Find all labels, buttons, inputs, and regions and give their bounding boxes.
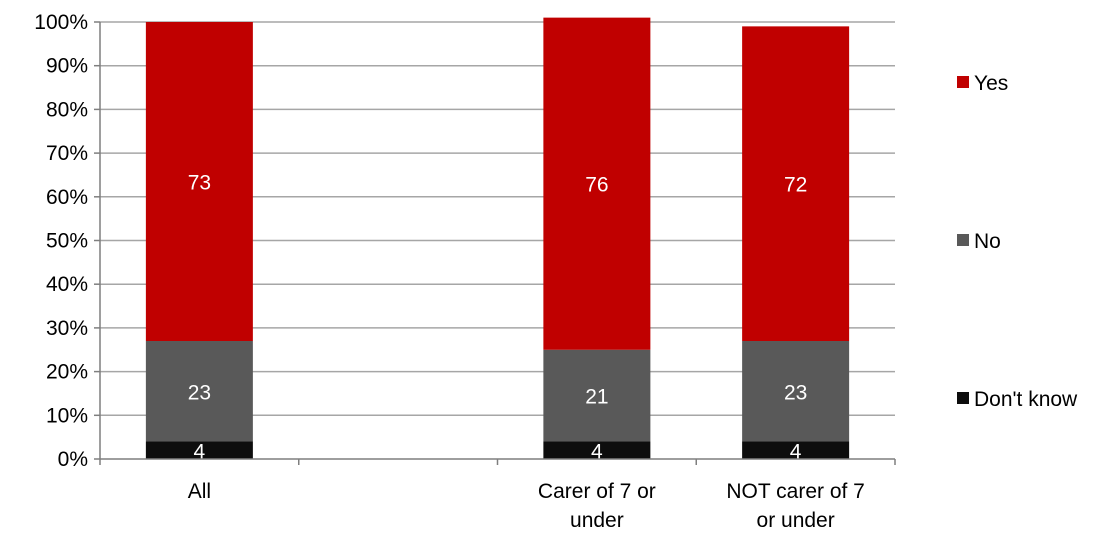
- bar-segment: [742, 26, 850, 342]
- bar-segment: [145, 341, 253, 442]
- data-label: 4: [591, 440, 603, 463]
- legend-label: Yes: [974, 72, 1008, 95]
- x-category-label: under: [570, 509, 624, 532]
- bar-segment: [543, 441, 651, 459]
- axes: 0% 10% 20% 30% 40% 50% 60% 70% 80% 90% 100% All Care…: [34, 11, 896, 532]
- data-label: 21: [585, 386, 608, 409]
- bar-segment: [145, 441, 253, 459]
- y-tick-label: 0%: [58, 448, 88, 471]
- y-tick-label: 10%: [46, 404, 88, 427]
- y-tick-label: 80%: [46, 98, 88, 121]
- legend-label: Don't know: [974, 388, 1078, 411]
- bar-segment: [742, 441, 850, 459]
- legend-swatch: [957, 76, 969, 88]
- bar-segment: [543, 349, 651, 442]
- y-tick-label: 70%: [46, 142, 88, 165]
- data-label: 4: [790, 440, 802, 463]
- x-category-label: Carer of 7 or: [538, 480, 656, 503]
- data-label: 4: [194, 440, 206, 463]
- data-label: 73: [188, 172, 211, 195]
- bar-segment: [145, 22, 253, 342]
- data-label: 76: [585, 174, 608, 197]
- legend-label: No: [974, 230, 1001, 253]
- y-tick-label: 50%: [46, 230, 88, 253]
- x-category-label: or under: [757, 509, 835, 532]
- y-tick-label: 30%: [46, 317, 88, 340]
- bar-segment: [543, 17, 651, 350]
- y-tick-label: 100%: [34, 11, 88, 34]
- data-label: 72: [784, 174, 807, 197]
- y-tick-label: 90%: [46, 55, 88, 78]
- y-tick-label: 60%: [46, 186, 88, 209]
- bar-segment: [742, 341, 850, 442]
- legend-swatch: [957, 234, 969, 246]
- data-label: 23: [784, 381, 807, 404]
- x-category-label: All: [188, 480, 211, 503]
- x-category-label: NOT carer of 7: [726, 480, 865, 503]
- data-label: 23: [188, 381, 211, 404]
- y-tick-label: 20%: [46, 361, 88, 384]
- legend-swatch: [957, 392, 969, 404]
- bars: 4 23 73 4 21 76 4 23 72: [145, 17, 850, 463]
- legend: Yes No Don't know: [957, 72, 1078, 411]
- y-tick-label: 40%: [46, 273, 88, 296]
